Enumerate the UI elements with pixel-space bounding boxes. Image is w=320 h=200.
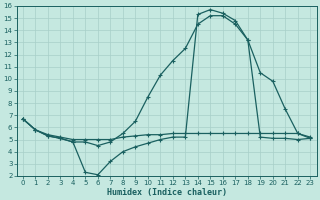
X-axis label: Humidex (Indice chaleur): Humidex (Indice chaleur) (107, 188, 227, 197)
